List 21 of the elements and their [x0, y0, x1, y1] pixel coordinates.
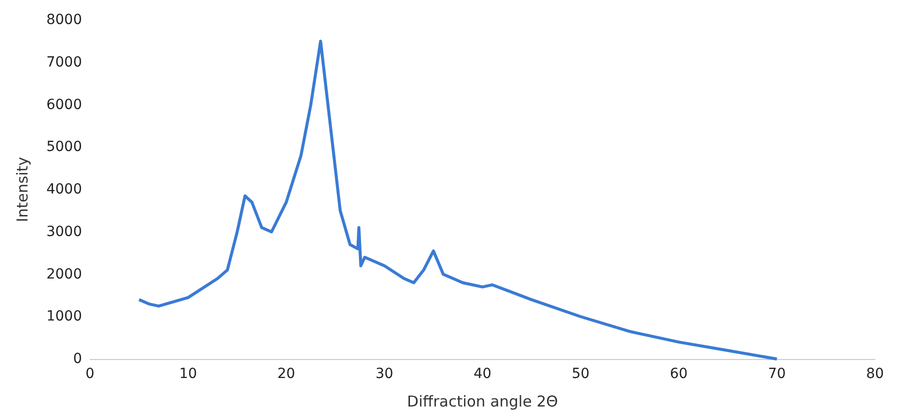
y-tick-label: 7000: [46, 54, 82, 70]
x-tick-label: 50: [572, 366, 590, 382]
y-tick-label: 2000: [46, 266, 82, 282]
x-axis-title: Diffraction angle 2Θ: [407, 392, 558, 410]
y-tick-label: 5000: [46, 139, 82, 156]
y-tick-label: 8000: [46, 12, 82, 28]
y-tick-label: 6000: [46, 96, 82, 113]
y-tick-label: 0: [73, 351, 82, 367]
y-tick-label: 4000: [46, 182, 82, 198]
x-tick-label: 0: [86, 366, 94, 382]
x-tick-label: 30: [375, 366, 394, 382]
x-tick-label: 20: [277, 366, 296, 382]
y-tick-label: 3000: [46, 224, 82, 240]
x-tick-label: 40: [474, 366, 492, 382]
x-tick-label: 80: [866, 366, 884, 382]
x-tick-label: 60: [670, 366, 688, 382]
line-series: [138, 40, 778, 360]
x-tick-label: 70: [768, 366, 786, 382]
x-tick-label: 10: [179, 366, 198, 382]
y-tick-label: 1000: [46, 308, 82, 325]
y-axis-title: Intensity: [14, 156, 32, 222]
